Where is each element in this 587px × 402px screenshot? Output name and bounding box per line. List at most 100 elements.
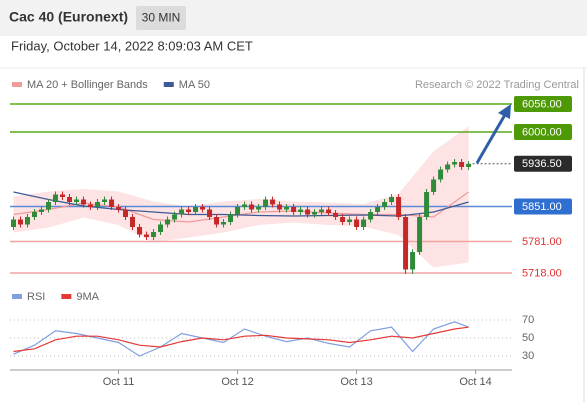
candle-body: [151, 232, 157, 237]
x-tick-label: Oct 13: [340, 376, 372, 388]
candle-body: [354, 219, 360, 227]
arrow-head: [498, 104, 511, 119]
candle-body: [270, 199, 276, 205]
candle-body: [193, 207, 199, 212]
candle-body: [312, 212, 318, 215]
candle-body: [242, 204, 248, 207]
header-bar: [0, 0, 587, 36]
candle-body: [361, 219, 367, 227]
interval-button[interactable]: [136, 6, 186, 30]
legend-swatch: [163, 82, 174, 87]
candle-body: [95, 202, 101, 207]
price-label-box: [514, 198, 572, 215]
rsi-panel: RSI 9MA 30 50 70 Oct 11 Oct 12 Oct 13 Oct 14: [10, 291, 534, 388]
legend-swatch: [12, 82, 22, 87]
x-tick-label: Oct 14: [459, 376, 491, 388]
candle-body: [466, 163, 472, 167]
candle-body: [340, 217, 346, 222]
candle-body: [438, 169, 444, 180]
legend-swatch: [61, 294, 72, 299]
legend-label: 9MA: [76, 291, 99, 303]
candle-body: [165, 219, 171, 225]
candle-body: [368, 212, 374, 220]
candle-body: [382, 202, 388, 207]
candle-body: [39, 209, 45, 212]
candle-body: [11, 219, 17, 227]
candle-body: [410, 252, 416, 270]
candle-body: [186, 209, 192, 212]
candle-body: [403, 217, 409, 270]
price-label: 5851.00: [522, 201, 562, 213]
candle-body: [459, 162, 465, 167]
y-tick-label: 50: [522, 332, 534, 344]
candle-body: [277, 204, 283, 210]
candle-body: [81, 199, 87, 205]
interval-label[interactable]: 30 MIN: [142, 11, 181, 25]
candle-body: [158, 224, 164, 232]
candle-body: [109, 199, 115, 207]
candle-body: [333, 213, 339, 217]
price-label-box: [514, 155, 572, 172]
candle-body: [375, 207, 381, 212]
x-tick-label: Oct 12: [221, 376, 253, 388]
candle-body: [263, 199, 269, 207]
price-label: 5718.00: [522, 267, 562, 279]
instrument-title: Cac 40 (Euronext): [9, 9, 128, 25]
candle-body: [67, 197, 73, 202]
candle-body: [445, 164, 451, 170]
candle-body: [256, 207, 262, 210]
bollinger-upper: [13, 126, 469, 208]
candle-body: [172, 214, 178, 220]
price-label: 6056.00: [522, 98, 562, 110]
legend-label: MA 20 + Bollinger Bands: [27, 79, 148, 91]
legend-label: RSI: [27, 291, 45, 303]
x-tick-label: Oct 11: [103, 376, 135, 388]
candle-body: [396, 197, 402, 217]
price-label: 5936.50: [522, 158, 562, 170]
candle-body: [249, 204, 255, 210]
candle-body: [319, 209, 325, 212]
candle-body: [200, 207, 206, 210]
y-tick-label: 70: [522, 314, 534, 326]
projection-arrow: [475, 112, 508, 164]
candle-body: [291, 207, 297, 212]
candle-body: [53, 194, 59, 202]
candle-body: [452, 162, 458, 165]
candle-body: [123, 209, 129, 217]
legend-swatch: [12, 294, 22, 299]
price-label: 6000.00: [522, 126, 562, 138]
price-label-box: [514, 96, 572, 112]
candle-body: [137, 227, 143, 235]
y-tick-label: 30: [522, 350, 534, 362]
candle-body: [116, 207, 122, 210]
candle-body: [417, 217, 423, 252]
candle-body: [144, 234, 150, 237]
timestamp: Friday, October 14, 2022 8:09:03 AM CET: [11, 38, 253, 53]
price-label: 5781.00: [522, 236, 562, 248]
candle-body: [207, 209, 213, 217]
candle-body: [326, 209, 332, 213]
bollinger-lower: [13, 216, 469, 268]
candle-body: [46, 202, 52, 210]
candle-body: [347, 219, 353, 222]
candle-body: [424, 192, 430, 217]
indicator-line: [13, 321, 469, 357]
candle-body: [60, 194, 66, 197]
price-label-box: [514, 124, 572, 140]
candle-body: [221, 222, 227, 225]
candle-body: [88, 204, 94, 207]
legend-label: MA 50: [179, 79, 210, 91]
candle-body: [305, 209, 311, 215]
candle-body: [179, 209, 185, 215]
candle-body: [74, 199, 80, 202]
candle-body: [298, 209, 304, 212]
candle-body: [389, 197, 395, 202]
candle-body: [228, 214, 234, 222]
candle-body: [431, 179, 437, 192]
candle-body: [25, 217, 31, 225]
price-panel: MA 20 + Bollinger Bands MA 50 Research © 2…: [10, 79, 579, 279]
candle-body: [235, 207, 241, 215]
candle-body: [284, 207, 290, 210]
